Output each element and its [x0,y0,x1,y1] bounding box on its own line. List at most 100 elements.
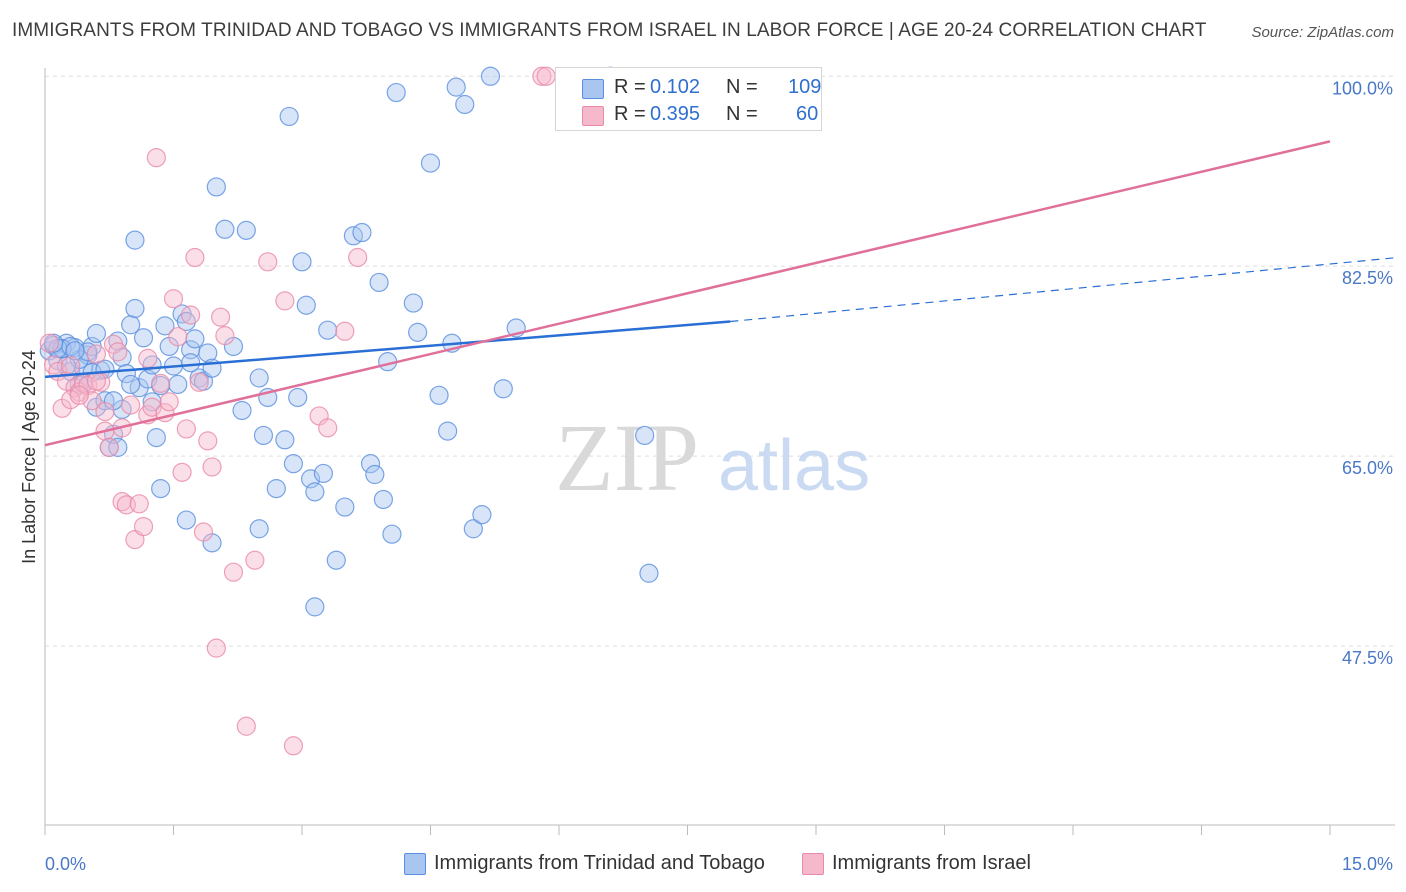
data-point [43,333,64,353]
legend-n-value: 60 [796,103,819,125]
data-point [532,66,552,86]
data-point [193,522,214,542]
data-point [176,419,196,439]
watermark-zip: ZIP [555,404,699,511]
data-point [305,482,325,502]
legend-n-label: N = [726,103,758,125]
legend-n-label: N = [726,76,758,98]
data-point [292,252,312,272]
legend-r-label: R = [614,76,646,98]
data-point [266,479,286,499]
data-point [275,430,295,450]
data-point [86,323,107,344]
data-point [365,464,385,485]
data-point [318,418,338,438]
data-point [198,431,218,451]
data-point [206,177,226,197]
data-point [61,356,81,376]
series-swatch-pink [802,853,824,875]
data-point [382,524,402,544]
data-point [236,220,256,240]
data-point [249,368,269,388]
data-point [168,374,188,395]
data-point [335,321,355,341]
data-point [283,454,304,474]
y-tick-label: 65.0% [1342,458,1393,478]
data-point [206,638,226,658]
data-point [151,373,171,393]
data-point [369,272,389,293]
series-points-pink [39,66,556,756]
data-point [215,326,235,346]
data-point [348,247,368,268]
data-point [275,291,295,311]
data-point [253,425,274,446]
data-point [446,77,466,97]
watermark-atlas: atlas [718,426,870,506]
data-point [408,322,428,342]
y-tick-label: 47.5% [1342,648,1393,668]
data-point [305,597,325,617]
data-point [142,397,162,417]
axes [44,68,1395,835]
data-point [480,66,501,86]
data-point [159,392,179,412]
y-tick-label: 100.0% [1332,78,1393,98]
data-point [215,219,235,239]
data-point [288,387,308,408]
data-point [121,374,141,395]
series-name-israel: Immigrants from Israel [832,852,1031,874]
series-name-trinidad: Immigrants from Trinidad and Tobago [434,852,765,874]
trend-line-israel [44,140,1331,447]
data-point [245,550,265,570]
data-point [211,307,231,327]
scatter-points [39,66,659,756]
data-point [493,379,513,399]
data-point [185,329,205,349]
data-point [86,344,107,364]
x-tick-label: 15.0% [1342,854,1393,874]
data-point [403,293,423,313]
data-point [236,716,256,736]
data-point [129,494,149,514]
data-point [373,489,393,510]
data-point [181,353,201,373]
x-tick-label: 0.0% [45,854,86,874]
data-point [232,400,252,421]
series-swatch-blue [404,853,426,875]
data-point [95,401,115,422]
data-point [168,327,188,347]
y-tick-label: 82.5% [1342,268,1393,288]
legend-n-value: 109 [788,76,822,98]
data-point [39,333,59,353]
data-point [202,457,222,477]
data-point [313,463,334,484]
chart-title: IMMIGRANTS FROM TRINIDAD AND TOBAGO VS I… [12,20,1207,41]
data-point [125,298,145,319]
data-point [151,479,171,499]
data-point [283,736,304,756]
data-point [86,371,107,391]
data-point [326,550,346,570]
data-point [176,510,196,530]
data-point [121,395,141,415]
data-point [65,341,85,361]
data-point [455,94,475,115]
data-point [472,505,492,525]
trend-lines [44,140,1396,447]
data-point [438,421,458,441]
data-point [279,106,299,127]
watermark: ZIP atlas [555,404,870,511]
data-point [360,454,381,474]
trend-line-trinidad [44,320,731,379]
legend-r-label: R = [614,103,646,125]
legend-r-value: 0.102 [650,76,701,98]
data-point [189,372,209,392]
data-point [108,342,128,362]
data-point [318,320,338,340]
y-axis-label: In Labor Force | Age 20-24 [19,350,39,564]
data-point [223,562,244,582]
data-point [185,247,205,268]
data-point [133,328,154,348]
